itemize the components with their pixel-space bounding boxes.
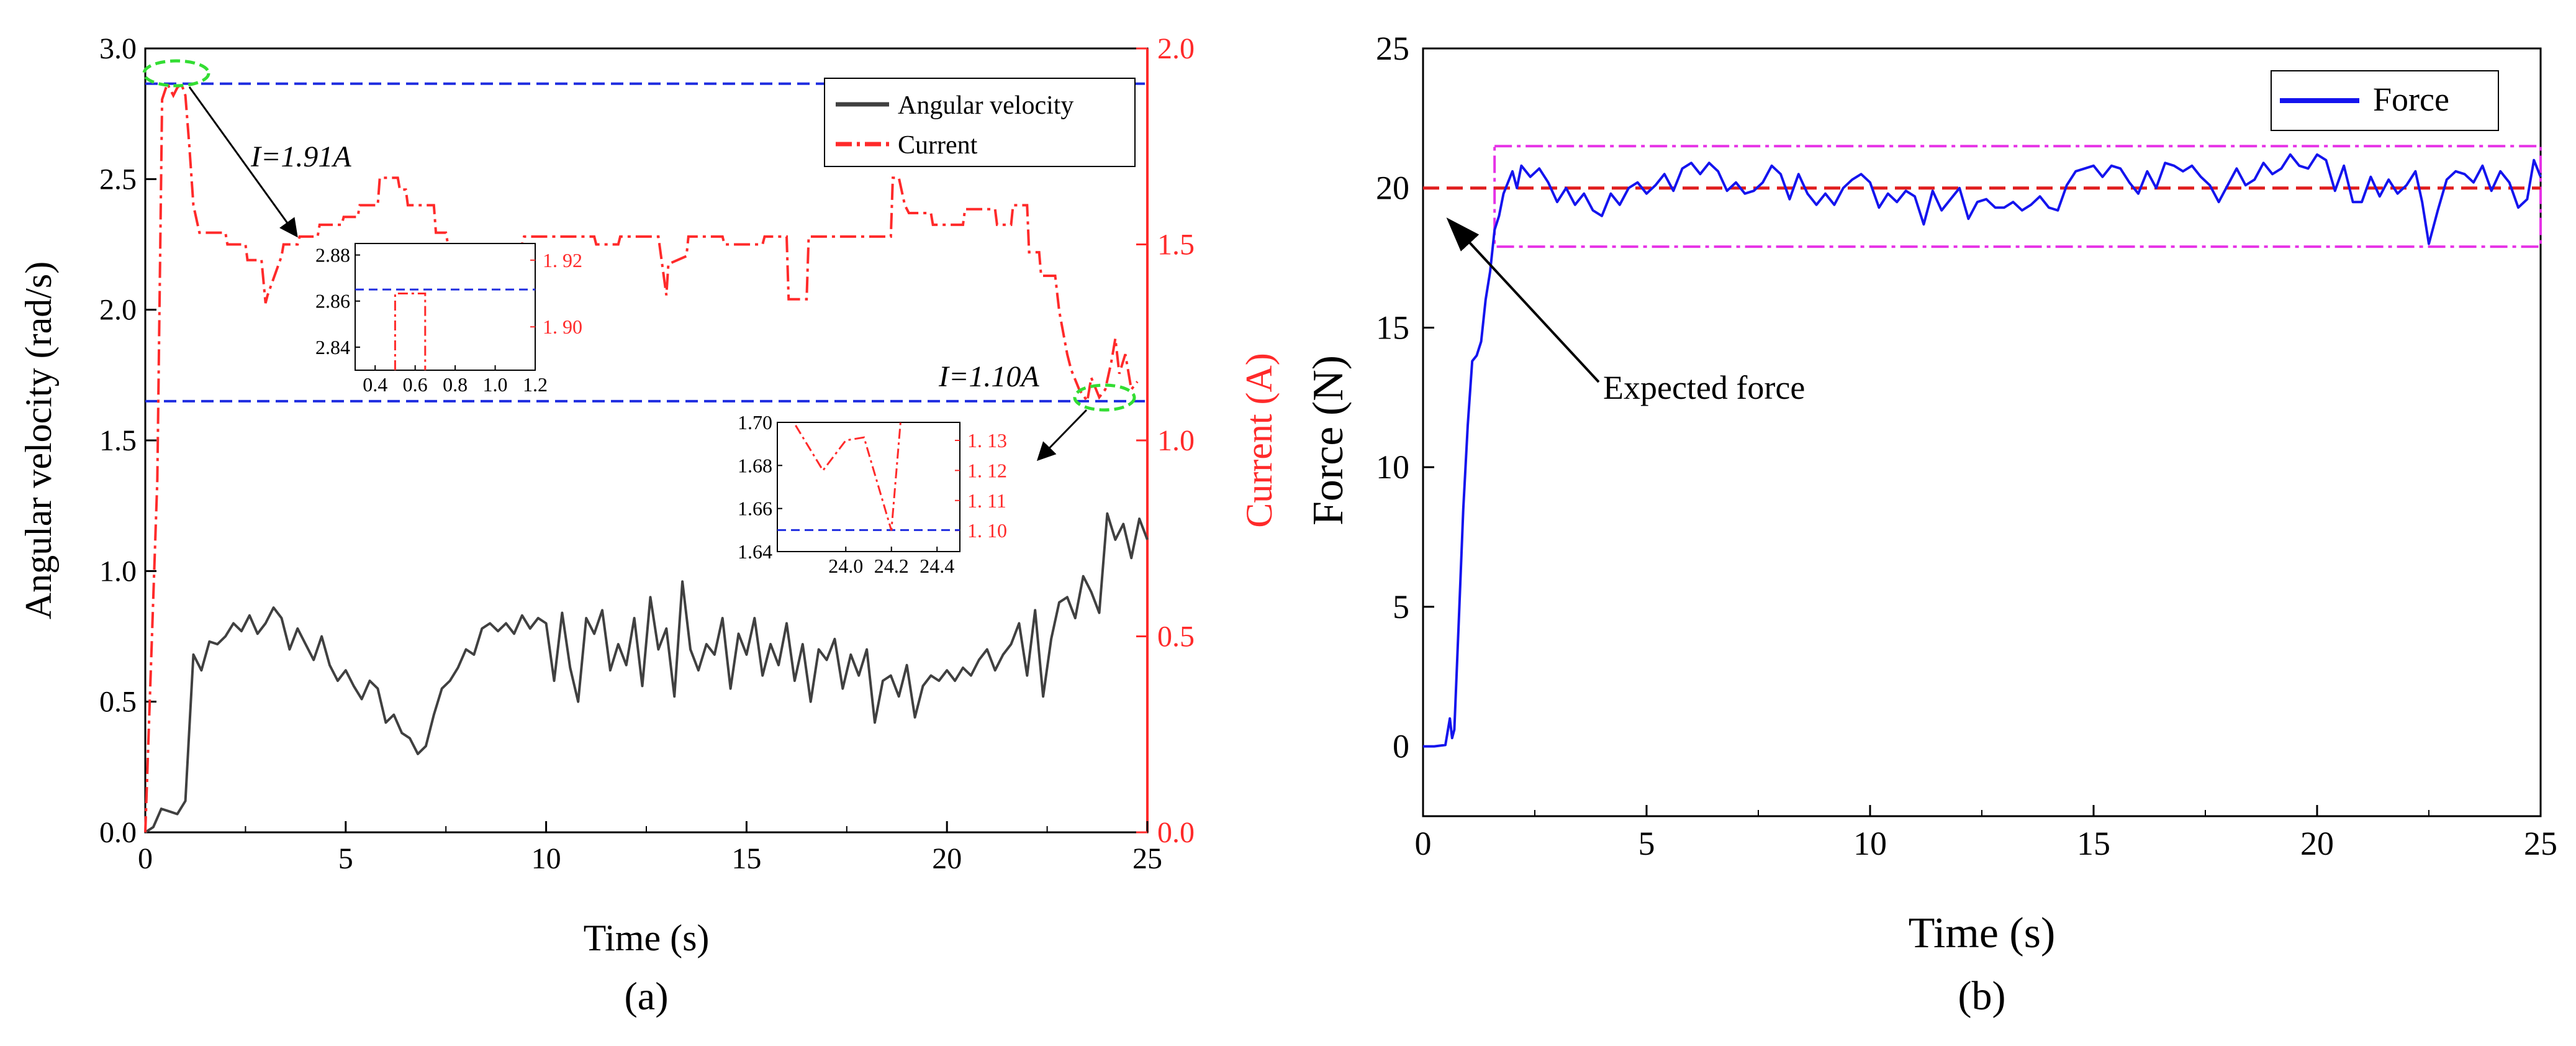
x-tick-label: 20: [932, 842, 962, 875]
y2-tick-label: 1.0: [1157, 424, 1195, 457]
y-tick-label: 10: [1376, 448, 1409, 486]
x-tick-label: 15: [731, 842, 761, 875]
inset-y-tick-label: 1.64: [738, 540, 772, 563]
tolerance-band: [1493, 145, 2542, 248]
y-tick-label: 15: [1376, 309, 1409, 346]
inset-x-tick-label: 24.2: [874, 555, 909, 577]
y2-tick-label: 1.5: [1157, 229, 1195, 262]
x-tick-label: 5: [338, 842, 353, 875]
panel-a-series: [144, 80, 1149, 834]
inset-y-tick-label: 1.66: [738, 498, 772, 520]
panel-a-label: (a): [624, 974, 668, 1018]
y-tick-label: 0: [1393, 728, 1409, 765]
inset-x-tick-label: 24.0: [828, 555, 863, 577]
legend-label-current: Current: [898, 131, 978, 160]
inset-y2-tick-label: 1. 13: [967, 429, 1007, 452]
expected-force-arrow: [1446, 217, 1600, 383]
x-tick-label: 0: [1415, 825, 1432, 862]
x-tick-label: 10: [1853, 825, 1887, 862]
inset-frame: [777, 422, 960, 552]
panel-b-legend: Force: [2271, 70, 2499, 131]
angular-velocity-line: [144, 512, 1149, 834]
inset-end: 24.0 24.2 24.4 1.64 1.66 1.68 1.70 1. 10 1. 11 1.…: [738, 411, 1007, 577]
inset-x-tick-label: 1.2: [523, 373, 548, 396]
inset-current-line: [394, 293, 427, 370]
y-tick-label: 0.0: [99, 816, 137, 849]
end-arrow: [1036, 409, 1088, 462]
panel-b-x-label: Time (s): [1909, 909, 2056, 957]
y-tick-label: 5: [1393, 588, 1409, 625]
y-tick-label: 2.0: [99, 294, 137, 327]
inset-x-tick-label: 0.4: [363, 373, 387, 396]
inset-y2-tick-label: 1. 92: [543, 249, 582, 271]
inset-current-line: [795, 422, 902, 531]
panel-a: 0 5 10 15 20 250.00.51.01.52.02.53.00.00.51.0…: [18, 32, 1280, 1018]
panel-a-y2-label: Current (A): [1239, 353, 1280, 528]
peak-arrow: [188, 86, 298, 238]
force-line: [1423, 153, 2542, 748]
panel-b: 0 5 10 15 20 25 0 5 10 15 20 25 Force Expected forc…: [1304, 30, 2557, 1019]
inset-y2-tick-label: 1. 10: [967, 519, 1007, 542]
panel-a-ticks: 0 5 10 15 20 250.00.51.01.52.02.53.00.00.51.0…: [99, 32, 1195, 875]
y-tick-label: 2.5: [99, 163, 137, 196]
panel-a-x-label: Time (s): [584, 917, 710, 958]
x-tick-label: 25: [1132, 842, 1162, 875]
panel-b-tolerance-band: [1423, 145, 2542, 248]
inset-y-tick-label: 2.84: [315, 336, 350, 358]
inset-x-tick-label: 24.4: [920, 555, 954, 577]
inset-y-tick-label: 2.88: [315, 244, 350, 266]
peak-highlight-ellipse: [142, 59, 210, 88]
x-tick-label: 15: [2077, 825, 2110, 862]
inset-y-tick-label: 1.70: [738, 411, 772, 434]
y-tick-label: 3.0: [99, 32, 137, 65]
label-end-current: I=1.10A: [938, 360, 1039, 393]
inset-x-tick-label: 1.0: [483, 373, 508, 396]
y2-tick-label: 0.5: [1157, 621, 1195, 653]
inset-y-tick-label: 2.86: [315, 290, 350, 312]
inset-x-tick-label: 0.6: [403, 373, 428, 396]
legend-box: [824, 78, 1136, 167]
x-tick-label: 25: [2524, 825, 2557, 862]
inset-y-tick-label: 1.68: [738, 454, 772, 476]
panel-a-legend: Angular velocity Current: [824, 78, 1136, 167]
current-line: [144, 80, 1139, 833]
y2-tick-label: 2.0: [1157, 32, 1195, 65]
inset-y2-tick-label: 1. 12: [967, 459, 1007, 481]
end-highlight-ellipse: [1073, 383, 1136, 412]
panel-b-y-label: Force (N): [1304, 355, 1352, 525]
legend-label-force: Force: [2373, 81, 2449, 118]
panel-a-y-label: Angular velocity (rad/s): [18, 262, 59, 619]
x-tick-label: 10: [531, 842, 561, 875]
inset-peak: 0.4 0.6 0.8 1.0 1.2 2.84 2.86 2.88 1. 90 1. 92: [315, 243, 582, 396]
y-tick-label: 25: [1376, 30, 1409, 67]
panel-b-label: (b): [1958, 973, 2006, 1019]
y-tick-label: 1.5: [99, 424, 137, 457]
y-tick-label: 0.5: [99, 686, 137, 719]
y-tick-label: 20: [1376, 170, 1409, 207]
panel-b-series: [1423, 153, 2542, 748]
x-tick-label: 20: [2300, 825, 2334, 862]
inset-x-tick-label: 0.8: [443, 373, 468, 396]
legend-label-angular-velocity: Angular velocity: [898, 91, 1073, 120]
inset-y2-tick-label: 1. 90: [543, 316, 582, 338]
y-tick-label: 1.0: [99, 555, 137, 588]
x-tick-label: 5: [1638, 825, 1655, 862]
label-peak-current: I=1.91A: [250, 140, 351, 173]
panel-b-ticks: 0 5 10 15 20 25 0 5 10 15 20 25: [1376, 30, 2557, 862]
y2-tick-label: 0.0: [1157, 816, 1195, 849]
inset-y2-tick-label: 1. 11: [967, 489, 1006, 512]
expected-force-label: Expected force: [1603, 369, 1805, 406]
inset-frame: [355, 243, 536, 371]
x-tick-label: 0: [138, 842, 153, 875]
